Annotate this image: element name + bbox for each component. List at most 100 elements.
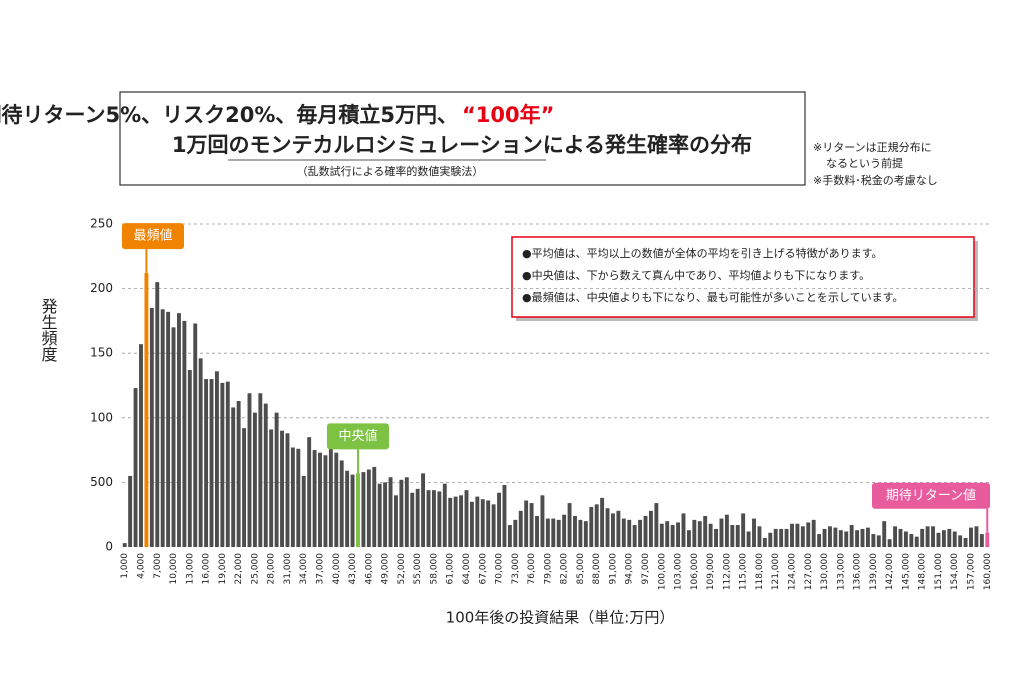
bar (670, 525, 675, 547)
bar (431, 490, 436, 547)
x-tick-label: 151,000 (934, 553, 944, 590)
bar (540, 495, 545, 547)
bar (177, 313, 181, 547)
x-axis-label: 100年後の投資結果（単位:万円） (446, 609, 675, 627)
bar (746, 531, 751, 547)
bar (903, 531, 908, 547)
x-tick-label: 28,000 (267, 553, 277, 585)
title-box (119, 91, 806, 186)
bar (404, 477, 409, 547)
bar (708, 523, 713, 547)
bar (524, 500, 529, 547)
callout-box (122, 223, 184, 250)
x-tick-label: 49,000 (381, 553, 391, 585)
bar (752, 518, 756, 547)
bar (616, 510, 621, 547)
bar (931, 526, 935, 547)
x-tick-label: 31,000 (283, 553, 293, 585)
bar (513, 519, 518, 547)
x-tick-label: 1,000 (120, 553, 130, 579)
chart-title: 期待リターン5%、リスク20%、毎月積立5万円、 (0, 103, 458, 127)
x-tick-label: 19,000 (218, 553, 228, 585)
x-tick-label: 16,000 (202, 553, 212, 585)
bar (318, 452, 322, 547)
x-tick-label: 130,000 (820, 553, 830, 590)
bar (909, 534, 914, 547)
bar (356, 473, 360, 547)
bar (762, 537, 767, 547)
bar (898, 528, 903, 547)
bar (654, 503, 659, 547)
bar (790, 523, 794, 547)
bar (139, 344, 143, 547)
bar (383, 482, 388, 547)
bar (459, 495, 464, 547)
bar (497, 492, 501, 547)
bar (828, 526, 832, 547)
bar (784, 528, 789, 547)
bar (925, 526, 930, 547)
x-tick-label: 112,000 (722, 553, 732, 590)
explanation: ●最頻値は、中央値よりも下になり、最も可能性が多いことを示しています。 (522, 290, 904, 304)
bar (377, 483, 382, 547)
bar (274, 412, 279, 547)
bar (518, 510, 523, 547)
bar (681, 513, 686, 547)
x-tick-label: 109,000 (706, 553, 716, 590)
bar (773, 528, 778, 547)
x-tick-label: 82,000 (560, 553, 570, 585)
bar (676, 522, 681, 547)
bar (795, 523, 800, 547)
annotation: 期待リターン値 (886, 487, 976, 503)
bar (578, 519, 583, 547)
x-tick-label: 127,000 (804, 553, 814, 590)
bar (594, 504, 599, 547)
explanation: ●中央値は、下から数えて真ん中であり、平均値よりも下になります。 (522, 268, 870, 282)
bar (198, 358, 203, 547)
bar (350, 474, 355, 547)
bar (724, 514, 729, 547)
x-tick-label: 160,000 (983, 553, 993, 590)
bar (366, 469, 371, 547)
x-tick-label: 10,000 (169, 553, 179, 585)
y-tick-label: 150 (90, 346, 113, 360)
bar (605, 508, 610, 547)
x-tick-label: 7,000 (153, 553, 163, 579)
x-tick-label: 25,000 (250, 553, 260, 585)
bar (958, 535, 963, 547)
x-tick-label: 121,000 (771, 553, 781, 590)
bar (242, 428, 247, 547)
bar (507, 525, 512, 547)
x-tick-label: 136,000 (853, 553, 863, 590)
x-tick-label: 13,000 (185, 553, 195, 585)
bar (686, 530, 691, 547)
bar (855, 530, 860, 547)
bar (741, 513, 746, 547)
x-tick-label: 61,000 (446, 553, 456, 585)
bar (448, 497, 453, 547)
bar (697, 521, 702, 547)
bar (307, 437, 312, 547)
bar (876, 535, 881, 547)
bar (214, 371, 219, 547)
bar (480, 499, 485, 547)
chart-title-line2: 1万回のモンテカルロシミュレーションによる発生確率の分布 (172, 133, 752, 157)
bar (714, 528, 718, 547)
bar (290, 447, 295, 547)
x-tick-label: 145,000 (901, 553, 911, 590)
bar (811, 519, 816, 547)
bar (394, 495, 398, 547)
bar (822, 528, 827, 547)
bar (985, 532, 990, 547)
bar (339, 460, 344, 547)
bar (475, 496, 480, 547)
bar (627, 519, 632, 547)
bar (155, 282, 160, 547)
x-tick-label: 43,000 (348, 553, 358, 585)
note: ※リターンは正規分布に (813, 140, 932, 154)
bar (844, 531, 849, 547)
y-tick-label: 200 (90, 281, 113, 295)
bar (936, 532, 941, 547)
x-tick-label: 85,000 (576, 553, 586, 585)
bar (209, 379, 214, 547)
